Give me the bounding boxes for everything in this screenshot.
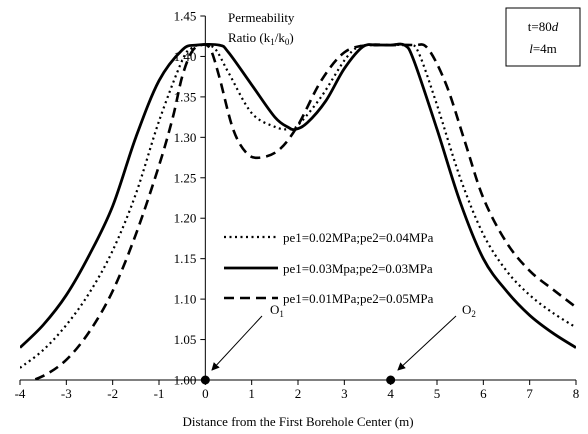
- info-box-length: l=4m: [529, 41, 557, 56]
- x-tick-label-8: 4: [387, 386, 394, 401]
- y-axis-title-sub2: 0: [285, 37, 290, 47]
- y-tick-label-0: 1.00: [174, 373, 197, 388]
- label-o1-letter: O: [270, 302, 279, 317]
- axes: [19, 15, 577, 385]
- y-axis-title-line1: Permeability: [228, 10, 295, 25]
- label-o2-letter: O: [462, 302, 471, 317]
- series-line-1: [20, 42, 576, 349]
- y-axis-title-sub1: 1: [270, 37, 275, 47]
- x-tick-label-1: -3: [61, 386, 72, 401]
- legend-label-0: pe1=0.02MPa;pe2=0.04MPa: [283, 230, 434, 245]
- tick-labels: -4 -3 -2 -1 0 1 2 3 4 5 6 7 81.001.051.101.151.201.2…: [15, 9, 580, 402]
- borehole-point-0: [200, 375, 210, 385]
- x-tick-label-6: 2: [295, 386, 302, 401]
- x-axis-title: Distance from the First Borehole Center …: [182, 414, 413, 429]
- y-tick-label-2: 1.10: [174, 292, 197, 307]
- x-tick-label-10: 6: [480, 386, 487, 401]
- label-o1: O1: [270, 302, 284, 319]
- series-line-2: [28, 43, 576, 380]
- legend-label-1: pe1=0.03Mpa;pe2=0.03MPa: [283, 261, 433, 276]
- info-box: t=80d l=4m: [505, 7, 581, 67]
- y-tick-label-1: 1.05: [174, 332, 197, 347]
- x-tick-label-9: 5: [434, 386, 441, 401]
- info-box-time-unit: d: [552, 19, 559, 34]
- series-line-0: [20, 43, 576, 369]
- arrow-o1: [211, 315, 263, 371]
- y-tick-label-3: 1.15: [174, 251, 197, 266]
- label-o1-sub: 1: [279, 309, 284, 319]
- x-tick-label-7: 3: [341, 386, 348, 401]
- x-tick-label-5: 1: [248, 386, 255, 401]
- x-tick-label-12: 8: [573, 386, 580, 401]
- y-axis-title-end: ): [289, 30, 293, 45]
- label-o2: O2: [462, 302, 476, 319]
- y-axis-title-ratio: Ratio (k: [228, 30, 271, 45]
- info-box-length-symbol: l: [529, 41, 533, 56]
- y-tick-label-6: 1.30: [174, 130, 197, 145]
- x-tick-label-3: -1: [154, 386, 165, 401]
- x-tick-label-11: 7: [526, 386, 533, 401]
- label-o2-sub: 2: [471, 309, 476, 319]
- borehole-point-1: [386, 375, 396, 385]
- borehole-markers: [200, 375, 396, 385]
- y-tick-label-5: 1.25: [174, 170, 197, 185]
- y-tick-label-4: 1.20: [174, 211, 197, 226]
- info-box-frame: [505, 7, 581, 67]
- y-axis-title-line2: Ratio (k1/k0): [228, 30, 294, 47]
- x-tick-label-2: -2: [107, 386, 118, 401]
- legend: pe1=0.02MPa;pe2=0.04MPa pe1=0.03Mpa;pe2=…: [224, 230, 434, 306]
- y-axis-title-mid: /k: [275, 30, 286, 45]
- arrow-o2: [397, 315, 457, 371]
- info-box-length-value: =4m: [533, 41, 557, 56]
- x-tick-label-4: 0: [202, 386, 209, 401]
- y-tick-label-9: 1.45: [174, 9, 197, 24]
- x-tick-label-0: -4: [15, 386, 26, 401]
- info-box-time: t=80d: [528, 19, 559, 34]
- borehole-annotations: O1 O2: [200, 302, 476, 385]
- info-box-time-prefix: t=80: [528, 19, 552, 34]
- legend-label-2: pe1=0.01MPa;pe2=0.05MPa: [283, 291, 434, 306]
- series-layer: [20, 42, 576, 380]
